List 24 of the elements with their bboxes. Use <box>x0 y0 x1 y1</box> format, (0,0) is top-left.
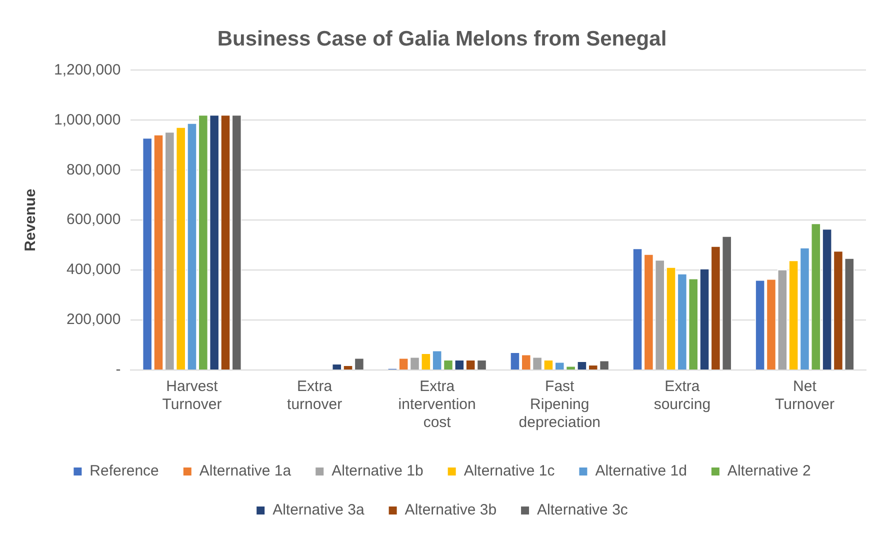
x-tick-label: Harvest Turnover <box>162 378 222 414</box>
x-tick-label: Fast Ripening depreciation <box>518 378 601 432</box>
y-tick-label: 1,200,000 <box>54 61 121 78</box>
y-tick-label: 800,000 <box>66 161 121 178</box>
y-axis-title: Revenue <box>22 188 40 252</box>
y-tick-label: 400,000 <box>66 261 121 278</box>
legend-label: Alternative 1a <box>199 462 292 480</box>
legend-label: Alternative 1c <box>464 462 556 480</box>
legend-label: Reference <box>90 462 159 480</box>
y-tick-label: 600,000 <box>66 211 121 228</box>
y-tick-label: - <box>116 361 121 378</box>
chart-title: Business Case of Galia Melons from Senegal <box>217 27 667 50</box>
legend-label: Alternative 1d <box>595 462 687 480</box>
legend-label: Alternative 3b <box>404 502 497 519</box>
legend-label: Alternative 3c <box>537 502 628 519</box>
x-tick-label: Extra sourcing <box>654 378 711 414</box>
legend-label: Alternative 1b <box>332 462 424 480</box>
y-tick-label: 200,000 <box>66 311 121 328</box>
legend-label: Alternative 3a <box>272 502 365 519</box>
y-tick-label: 1,000,000 <box>54 111 121 128</box>
x-tick-label: Extra turnover <box>287 378 342 414</box>
x-tick-label: Extra intervention cost <box>398 378 476 432</box>
x-tick-label: Net Turnover <box>774 378 834 414</box>
legend-label: Alternative 2 <box>727 462 811 480</box>
